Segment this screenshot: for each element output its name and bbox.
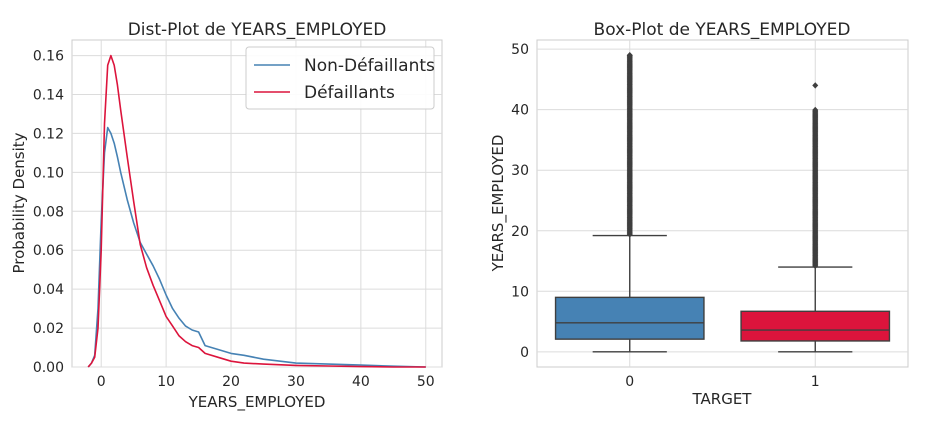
outlier-point	[812, 82, 819, 89]
x-tick-label: 40	[352, 374, 370, 390]
dist-plot-panel: 0 10 20 30 40 50 0.00 0.02 0.04 0.06 0.08 0.10 0.12…	[10, 20, 443, 412]
y-tick-label: 50	[511, 42, 529, 58]
dist-plot-y-label: Probability Density	[10, 132, 28, 273]
y-tick-label: 0.08	[33, 204, 64, 220]
box-plot-y-ticks: 0 10 20 30 40 50	[511, 42, 529, 361]
box-target-1	[740, 82, 891, 353]
box-plot-x-label: TARGET	[692, 390, 753, 408]
x-tick-label: 20	[222, 374, 240, 390]
y-tick-label: 0	[520, 345, 529, 361]
dist-plot-y-ticks: 0.00 0.02 0.04 0.06 0.08 0.10 0.12 0.14 0.16	[33, 49, 64, 376]
box-plot-boxes	[554, 51, 891, 353]
y-tick-label: 0.02	[33, 321, 64, 337]
x-tick-label: 50	[417, 374, 435, 390]
dist-plot-x-label: YEARS_EMPLOYED	[188, 393, 326, 412]
iqr-box	[554, 296, 705, 340]
y-tick-label: 0.12	[33, 126, 64, 142]
dist-plot-title: Dist-Plot de YEARS_EMPLOYED	[128, 20, 387, 40]
y-tick-label: 40	[511, 103, 529, 119]
y-tick-label: 30	[511, 163, 529, 179]
box-plot-y-label: YEARS_EMPLOYED	[489, 135, 508, 273]
x-tick-label: 0	[625, 374, 634, 390]
dist-plot-series	[87, 54, 426, 368]
x-tick-label: 1	[811, 374, 820, 390]
x-tick-label: 0	[97, 374, 106, 390]
y-tick-label: 0.00	[33, 360, 64, 376]
y-tick-label: 20	[511, 224, 529, 240]
outliers	[626, 51, 633, 238]
legend-label-defaillants: Défaillants	[304, 83, 395, 103]
y-tick-label: 0.04	[33, 282, 64, 298]
y-tick-label: 0.10	[33, 165, 64, 181]
series-line-defaillants	[87, 54, 426, 368]
box-plot-title: Box-Plot de YEARS_EMPLOYED	[594, 20, 851, 40]
outlier-point	[626, 51, 633, 59]
box-target-0	[554, 51, 705, 353]
outliers	[812, 82, 819, 270]
legend-box	[245, 46, 435, 110]
x-tick-label: 10	[157, 374, 175, 390]
iqr-box	[740, 310, 891, 342]
legend: Non-Défaillants Défaillants	[245, 46, 435, 110]
y-tick-label: 0.16	[33, 49, 64, 65]
y-tick-label: 10	[511, 284, 529, 300]
outlier-point	[812, 106, 819, 114]
legend-label-non-defaillants: Non-Défaillants	[304, 56, 435, 76]
dist-plot-x-ticks: 0 10 20 30 40 50	[97, 374, 435, 390]
x-tick-label: 30	[287, 374, 305, 390]
y-tick-label: 0.14	[33, 88, 64, 104]
series-line-non-defaillants	[87, 126, 426, 368]
y-tick-label: 0.06	[33, 243, 64, 259]
